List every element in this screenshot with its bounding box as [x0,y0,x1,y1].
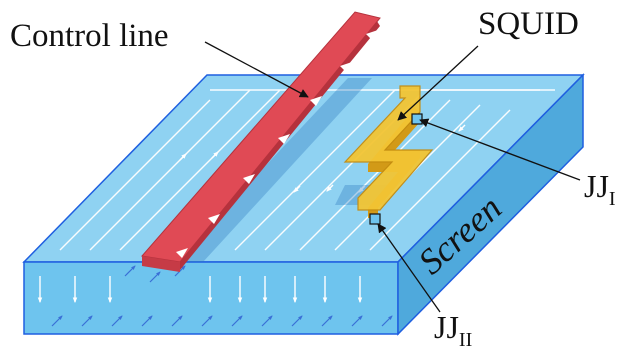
pointer-lines [204,41,581,313]
jj2-label-sub: II [459,329,472,351]
screen-front-face [23,261,399,335]
control-line-end-face [142,256,180,272]
front-current-arrows [37,276,363,304]
arrow-head-icon [310,96,322,106]
jj1-label-sub: I [609,188,616,210]
jj2-label-main: JJ [434,309,459,345]
control-line-current-arrows [176,30,378,258]
screen-slab [22,73,585,336]
arrow-head-icon [278,134,290,144]
jj1-label-main: JJ [584,168,609,204]
arrow-head-icon [366,30,378,40]
control-line-label: Control line [10,18,169,54]
control-line-pointer [204,41,309,98]
arrow-head-icon [176,248,188,258]
control-line-bar [141,11,381,272]
arrow-head-icon [208,214,220,224]
squid-loop [343,85,434,225]
screen-side-face [397,73,584,336]
jj2-junction [369,213,381,225]
arrow-head-icon [243,174,255,184]
squid-top-face [343,85,434,211]
jj1-junction [411,113,423,125]
jj2-label: JJII [434,309,472,351]
squid-label: SQUID [478,6,579,42]
squid-pointer [397,45,479,121]
jj2-pointer [377,223,441,313]
jj1-label: JJI [584,168,616,210]
front-field-arrows [51,265,393,327]
jj1-pointer [419,118,581,181]
arrow-head-icon [340,62,352,72]
